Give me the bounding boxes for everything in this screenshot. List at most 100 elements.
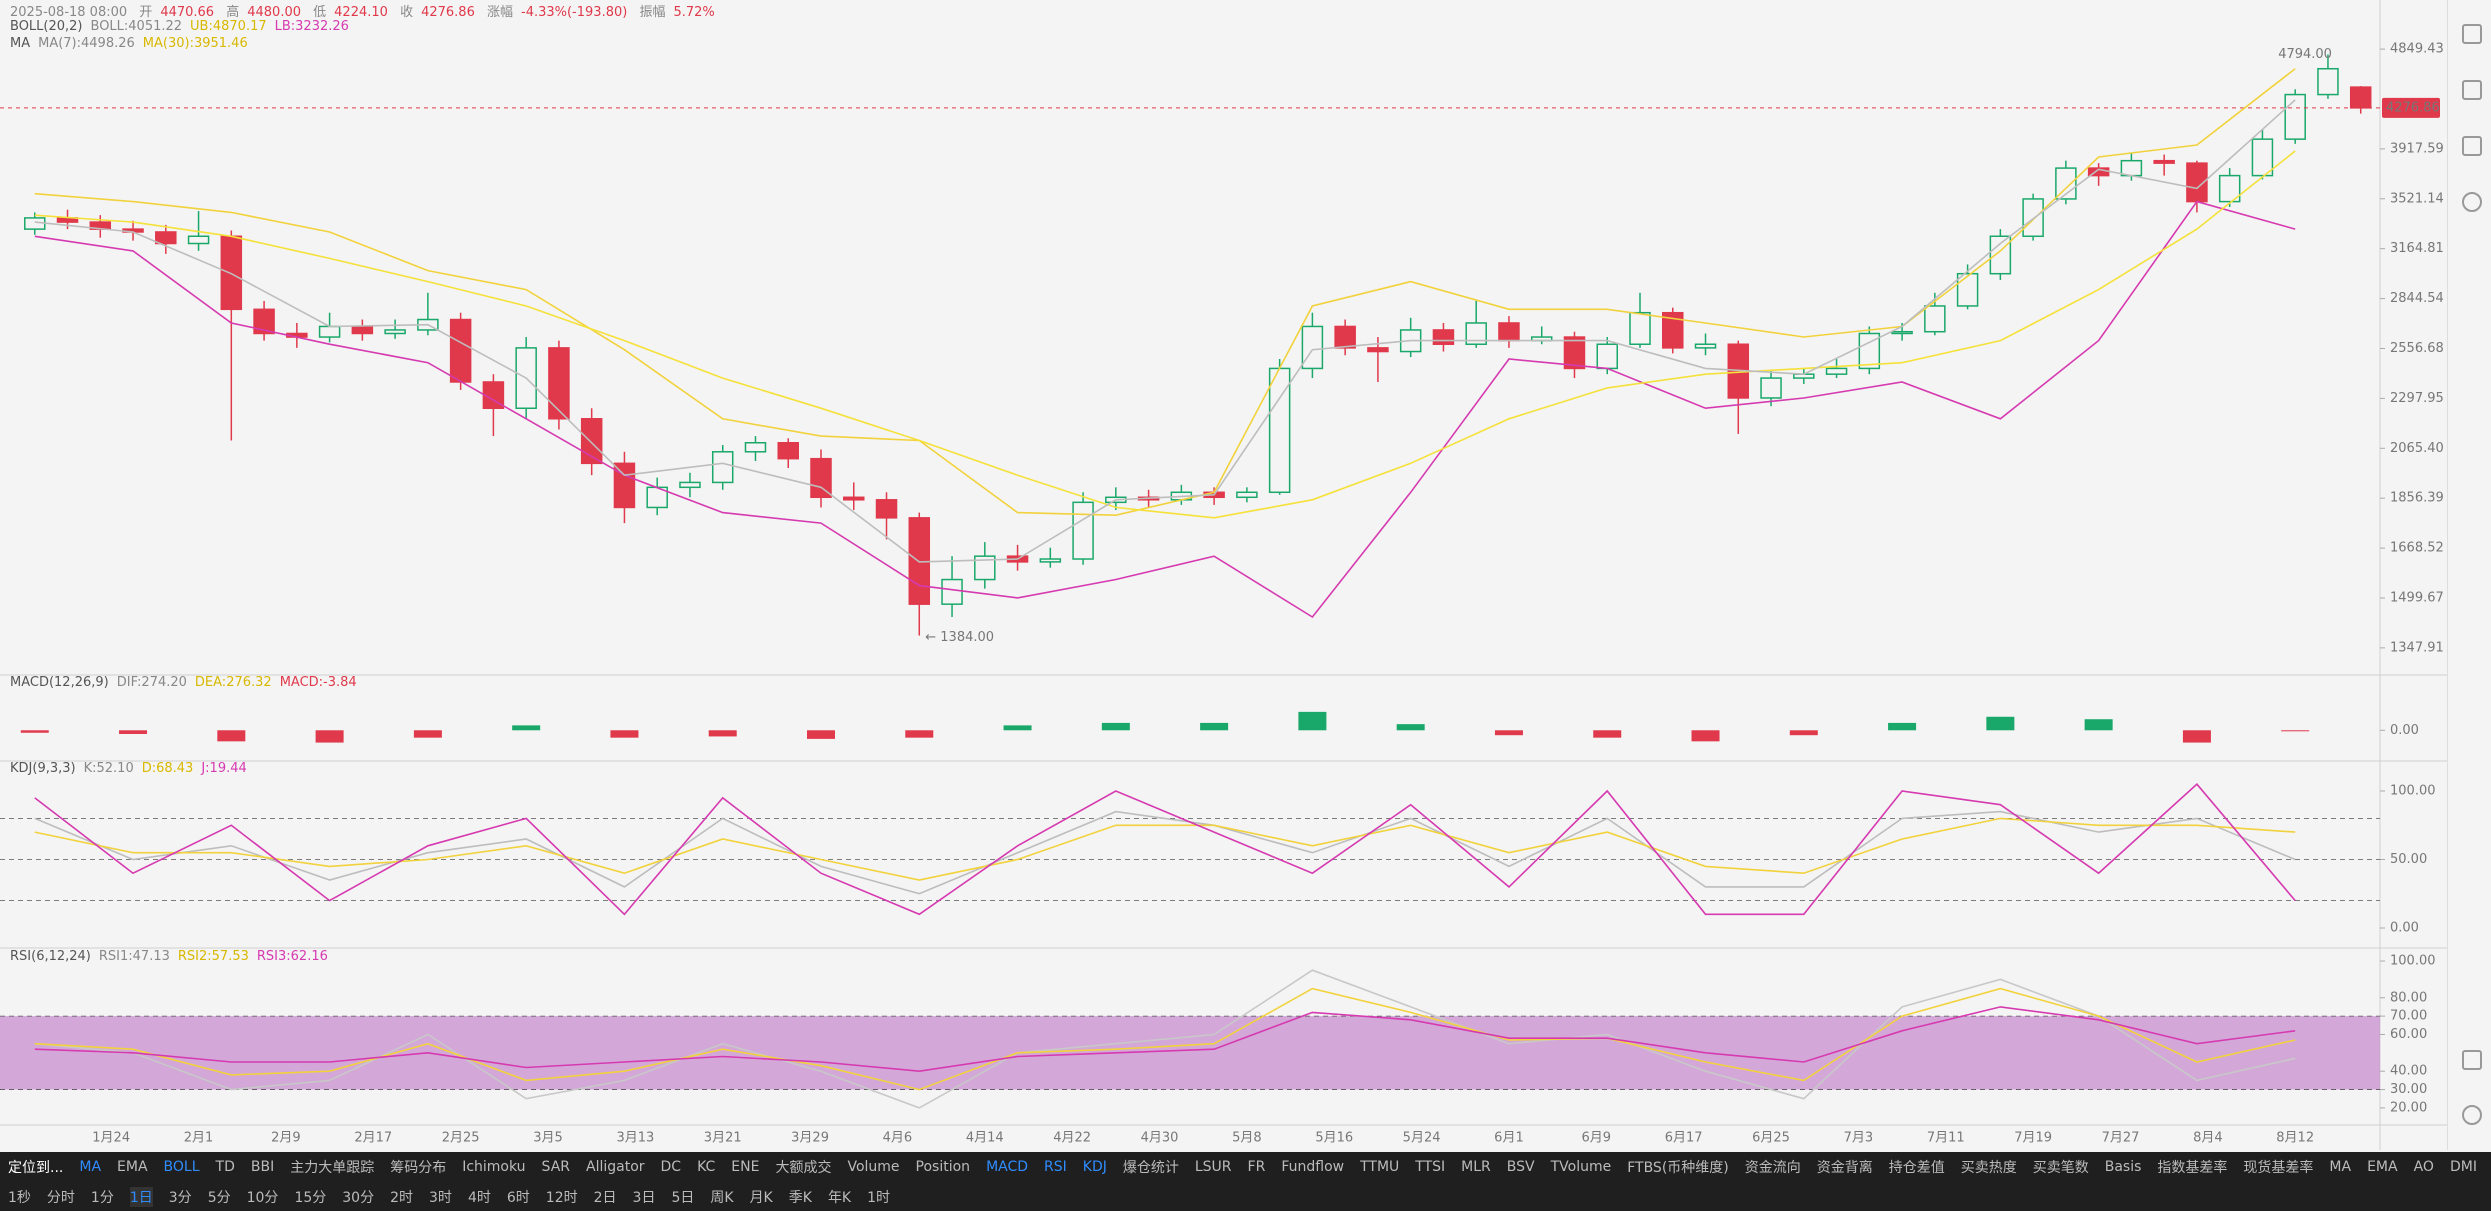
toolbar-item[interactable]: Alligator	[586, 1159, 645, 1175]
toolbar-item[interactable]: 1日	[129, 1186, 153, 1207]
toolbar-item[interactable]: 筹码分布	[390, 1160, 447, 1176]
candle-body	[2349, 86, 2372, 109]
toolbar-item[interactable]: 5分	[207, 1189, 231, 1206]
toolbar-item[interactable]: 3分	[168, 1189, 192, 1206]
toolbar-item[interactable]: TD	[215, 1159, 235, 1175]
toolbar-item[interactable]: BOLL	[163, 1159, 200, 1175]
toolbar-item[interactable]: 资金背离	[1816, 1160, 1873, 1176]
toolbar-item[interactable]: 定位到...	[8, 1160, 64, 1176]
toolbar-item[interactable]: 季K	[788, 1189, 812, 1206]
icon[interactable]	[2462, 24, 2482, 44]
macd-bar	[1200, 722, 1229, 731]
toolbar-item[interactable]: 1时	[867, 1189, 891, 1206]
toolbar-item[interactable]: 12时	[545, 1189, 578, 1206]
legend-title[interactable]: BOLL(20,2)	[10, 19, 83, 34]
toolbar-item[interactable]: BBI	[250, 1159, 275, 1175]
toolbar-item[interactable]: LSUR	[1194, 1159, 1232, 1175]
toolbar-item[interactable]: 2日	[593, 1189, 617, 1206]
legend-item: RSI1:47.13	[98, 949, 170, 964]
macd-bar	[512, 725, 541, 731]
toolbar-item[interactable]: RSI	[1044, 1159, 1067, 1175]
candle-body	[744, 441, 767, 453]
macd-bar	[1396, 724, 1425, 731]
toolbar-item[interactable]: KC	[697, 1159, 716, 1175]
toolbar-item[interactable]: EMA	[2367, 1159, 2398, 1175]
toolbar-item[interactable]: AO	[2413, 1159, 2434, 1175]
toolbar-item[interactable]: TVolume	[1550, 1159, 1612, 1175]
icon[interactable]	[2462, 1050, 2482, 1070]
candle-body	[2120, 159, 2143, 177]
toolbar-item[interactable]: 持仓差值	[1888, 1160, 1945, 1176]
value: 5.72%	[673, 5, 715, 20]
toolbar-item[interactable]: TTSI	[1415, 1159, 1446, 1175]
toolbar-item[interactable]: 15分	[294, 1189, 327, 1206]
toolbar-item[interactable]: SAR	[541, 1159, 570, 1175]
toolbar-item[interactable]: 3日	[632, 1189, 656, 1206]
toolbar-item[interactable]: 4时	[467, 1189, 491, 1206]
toolbar-item[interactable]: Ichimoku	[462, 1159, 526, 1175]
toolbar-item[interactable]: FR	[1247, 1159, 1266, 1175]
toolbar-item[interactable]: Volume	[847, 1159, 900, 1175]
candle-body	[1629, 311, 1651, 345]
period-bar: 1秒 分时 1分 1日 3分 5分 10分 15分 30分 2时 3时 4时 6时 12时 2日 3日 5日 周K…	[0, 1182, 2491, 1211]
candle-body	[1498, 322, 1520, 342]
toolbar-item[interactable]: 分时	[46, 1189, 75, 1206]
toolbar-item[interactable]: 10分	[246, 1189, 279, 1206]
x-tick-label: 7月19	[2014, 1131, 2052, 1146]
y-tick-label: 3521.14	[2390, 191, 2444, 206]
toolbar-item[interactable]: 月K	[749, 1189, 773, 1206]
legend-title[interactable]: KDJ(9,3,3)	[10, 761, 76, 776]
toolbar-item[interactable]: MLR	[1461, 1159, 1491, 1175]
toolbar-item[interactable]: 现货基差率	[2243, 1160, 2314, 1176]
toolbar-item[interactable]: MA	[79, 1159, 102, 1175]
toolbar-item[interactable]: 1秒	[8, 1189, 31, 1206]
icon[interactable]	[2462, 192, 2482, 212]
toolbar-item[interactable]: DC	[660, 1159, 682, 1175]
toolbar-item[interactable]: 买卖笔数	[2032, 1160, 2089, 1176]
legend-title[interactable]: MACD(12,26,9)	[10, 675, 109, 690]
toolbar-item[interactable]: 5日	[671, 1189, 695, 1206]
candle-body	[1989, 235, 2012, 275]
toolbar-item[interactable]: Basis	[2104, 1159, 2142, 1175]
toolbar-item[interactable]: Position	[915, 1159, 971, 1175]
toolbar-item[interactable]: Fundflow	[1281, 1159, 1345, 1175]
toolbar-item[interactable]: MA	[2329, 1159, 2352, 1175]
toolbar-item[interactable]: MACD	[986, 1159, 1029, 1175]
toolbar-item[interactable]: 6时	[506, 1189, 530, 1206]
toolbar-item[interactable]: DMI	[2449, 1159, 2477, 1175]
toolbar-item[interactable]: FTBS(币种维度)	[1627, 1160, 1729, 1176]
toolbar-item[interactable]: EMA	[117, 1159, 148, 1175]
toolbar-item[interactable]: 买卖热度	[1960, 1160, 2017, 1176]
icon[interactable]	[2462, 80, 2482, 100]
toolbar-item[interactable]: ENE	[731, 1159, 760, 1175]
candle-body	[384, 329, 406, 335]
toolbar-item[interactable]: 资金流向	[1744, 1160, 1801, 1176]
toolbar-item[interactable]: TTMU	[1360, 1159, 1400, 1175]
macd-bar	[1298, 711, 1327, 731]
toolbar-item[interactable]: 主力大单跟踪	[290, 1160, 375, 1176]
toolbar-item[interactable]: 1分	[90, 1189, 114, 1206]
macd-bar	[1494, 730, 1523, 736]
candle-body	[351, 325, 374, 335]
toolbar-item[interactable]: 指数基差率	[2157, 1160, 2228, 1176]
legend-title[interactable]: RSI(6,12,24)	[10, 949, 91, 964]
toolbar-item[interactable]: 30分	[342, 1189, 375, 1206]
toolbar-item[interactable]: 爆仓统计	[1122, 1160, 1179, 1176]
ohlc-header: 2025-08-18 08:00 开 4470.66 高 4480.00 低 4224…	[10, 1, 723, 20]
toolbar-item[interactable]: 周K	[710, 1189, 734, 1206]
toolbar-item[interactable]: 2时	[390, 1189, 414, 1206]
label: 低	[313, 5, 327, 20]
toolbar-item[interactable]: KDJ	[1082, 1159, 1107, 1175]
toolbar-item[interactable]: 3时	[429, 1189, 452, 1206]
candle-body	[187, 235, 210, 245]
macd-legend: MACD(12,26,9) DIF:274.20 DEA:276.32 MACD:-3…	[10, 675, 365, 690]
toolbar-item[interactable]: 年K	[827, 1189, 852, 1206]
y-tick-label: 0.00	[2390, 723, 2419, 738]
icon[interactable]	[2462, 1105, 2482, 1125]
candle-body	[1596, 343, 1618, 370]
toolbar-item[interactable]: BSV	[1506, 1159, 1535, 1175]
legend-title[interactable]: MA	[10, 36, 31, 51]
toolbar-item[interactable]: 大额成交	[775, 1160, 832, 1176]
macd-bar	[708, 730, 737, 737]
icon[interactable]	[2462, 136, 2482, 156]
